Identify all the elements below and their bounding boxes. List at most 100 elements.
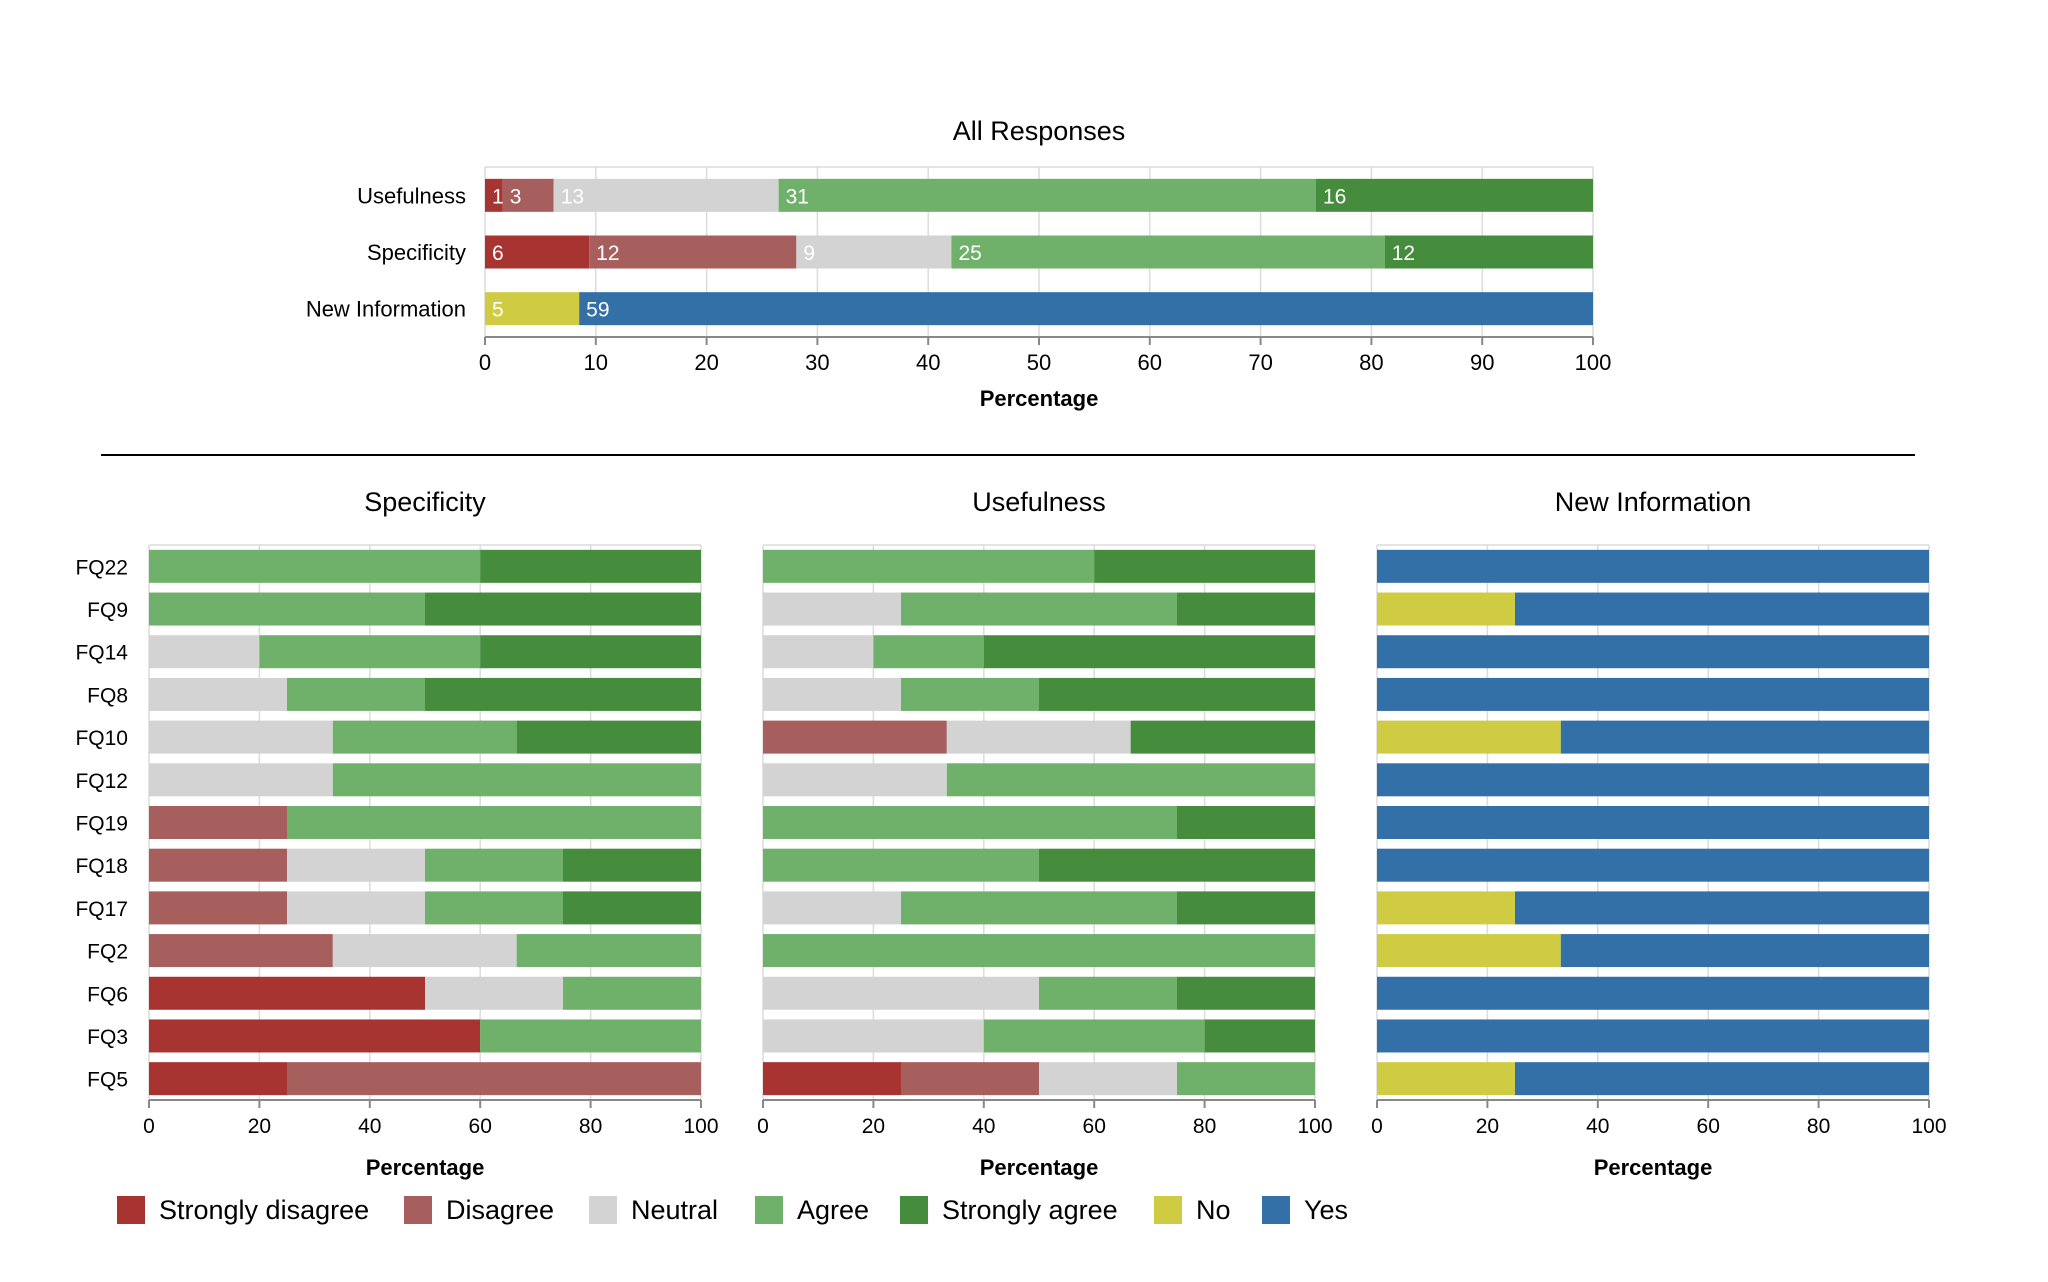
new-information-x-tick-label: 0 — [1371, 1115, 1383, 1138]
usefulness-bar-fq9-agree — [901, 592, 1177, 626]
specificity-bar-fq17-agree — [425, 891, 563, 925]
all-responses-data-label: 9 — [803, 242, 815, 265]
specificity-bar-fq3-agree — [480, 1019, 701, 1053]
specificity-x-axis-label: Percentage — [366, 1155, 485, 1180]
specificity-x-tick-label: 20 — [248, 1115, 271, 1138]
specificity-title: Specificity — [364, 487, 486, 517]
legend-label-strongly-agree: Strongly agree — [942, 1195, 1118, 1225]
new-information-x-tick-label: 80 — [1807, 1115, 1830, 1138]
specificity-bar-fq18-strongly-agree — [563, 848, 701, 882]
all-responses-category-label: Specificity — [367, 240, 466, 265]
usefulness-bar-fq8-neutral — [763, 677, 901, 711]
all-responses-x-axis-label: Percentage — [980, 386, 1099, 411]
specificity-category-label: FQ18 — [75, 855, 128, 878]
new-information-bar-fq12-yes — [1377, 763, 1929, 797]
new-information-bar-fq17-no — [1377, 891, 1515, 925]
new-information-x-tick-label: 40 — [1586, 1115, 1609, 1138]
specificity-category-label: FQ19 — [75, 813, 128, 836]
specificity-bar-fq19-agree — [287, 806, 701, 839]
specificity-x-tick-label: 80 — [579, 1115, 602, 1138]
usefulness-chart: Usefulness 0 20 40 60 80 100 Percentage — [757, 487, 1332, 1180]
specificity-bar-fq10-neutral — [149, 720, 333, 754]
usefulness-bar-fq3-neutral — [763, 1019, 984, 1053]
all-responses-bar-usefulness-agree — [778, 178, 1316, 212]
all-responses-bar-usefulness-strongly-disagree — [485, 178, 503, 212]
usefulness-bar-fq18-strongly-agree — [1039, 848, 1315, 882]
specificity-category-label: FQ5 — [87, 1069, 128, 1092]
legend-swatch-yes — [1262, 1196, 1290, 1224]
all-responses-chart: All Responses Usefulness 1 3 13 31 16 Specifici… — [306, 116, 1612, 411]
specificity-x-tick-label: 60 — [469, 1115, 492, 1138]
usefulness-bar-fq14-neutral — [763, 635, 874, 669]
usefulness-bar-fq5-neutral — [1039, 1062, 1177, 1096]
new-information-bar-fq5-no — [1377, 1062, 1515, 1096]
new-information-bar-fq18-yes — [1377, 848, 1929, 882]
all-responses-bar-specificity-disagree — [589, 235, 797, 269]
all-responses-bar-specificity-strongly-agree — [1384, 235, 1593, 269]
specificity-category-label: FQ14 — [75, 642, 128, 665]
new-information-chart: New Information 0 20 40 60 80 100 Percentage — [1371, 487, 1946, 1180]
usefulness-bar-fq19-agree — [763, 806, 1177, 839]
specificity-bar-fq2-disagree — [149, 934, 333, 968]
specificity-bar-fq10-strongly-agree — [516, 720, 701, 754]
legend-swatch-agree — [755, 1196, 783, 1224]
usefulness-bar-fq12-neutral — [763, 763, 947, 797]
all-responses-data-label: 59 — [586, 299, 609, 322]
usefulness-bar-fq6-strongly-agree — [1177, 976, 1315, 1010]
usefulness-bar-fq8-strongly-agree — [1039, 677, 1315, 711]
all-responses-x-tick-label: 20 — [694, 350, 718, 375]
all-responses-data-label: 25 — [958, 242, 981, 265]
all-responses-data-label: 6 — [492, 242, 504, 265]
all-responses-x-tick-label: 40 — [916, 350, 940, 375]
all-responses-x-tick-label: 30 — [805, 350, 829, 375]
specificity-category-label: FQ12 — [75, 770, 128, 793]
legend: Strongly disagree Disagree Neutral Agree Str… — [117, 1195, 1348, 1225]
all-responses-category-label: Usefulness — [357, 183, 466, 208]
specificity-bar-fq12-agree — [332, 763, 701, 797]
usefulness-bar-fq9-strongly-agree — [1177, 592, 1315, 626]
specificity-bar-fq8-agree — [287, 677, 425, 711]
specificity-bar-fq5-disagree — [287, 1062, 701, 1096]
usefulness-bar-fq14-agree — [873, 635, 984, 669]
legend-swatch-strongly-agree — [900, 1196, 928, 1224]
specificity-x-tick-label: 100 — [683, 1115, 718, 1138]
new-information-bar-fq3-yes — [1377, 1019, 1929, 1053]
usefulness-bar-fq10-disagree — [763, 720, 947, 754]
new-information-bar-fq10-no — [1377, 720, 1561, 754]
legend-label-disagree: Disagree — [446, 1195, 554, 1225]
usefulness-bar-fq8-agree — [901, 677, 1039, 711]
usefulness-bar-fq12-agree — [946, 763, 1315, 797]
all-responses-bar-specificity-agree — [951, 235, 1385, 269]
all-responses-x-tick-label: 100 — [1575, 350, 1612, 375]
all-responses-title: All Responses — [953, 116, 1126, 146]
new-information-bar-fq9-no — [1377, 592, 1515, 626]
new-information-x-axis-label: Percentage — [1594, 1155, 1713, 1180]
all-responses-x-tick-label: 70 — [1248, 350, 1272, 375]
specificity-bar-fq17-strongly-agree — [563, 891, 701, 925]
specificity-category-label: FQ6 — [87, 983, 128, 1006]
usefulness-bar-fq10-neutral — [946, 720, 1131, 754]
specificity-bar-fq9-agree — [149, 592, 425, 626]
specificity-bar-fq3-strongly-disagree — [149, 1019, 481, 1053]
usefulness-bar-fq17-neutral — [763, 891, 901, 925]
new-information-bar-fq9-yes — [1515, 592, 1929, 626]
usefulness-bar-fq2-agree — [763, 934, 1315, 968]
new-information-bar-fq2-no — [1377, 934, 1561, 968]
specificity-bar-fq17-neutral — [287, 891, 425, 925]
specificity-category-label: FQ17 — [75, 898, 128, 921]
specificity-bar-fq18-agree — [425, 848, 563, 882]
specificity-bar-fq18-disagree — [149, 848, 287, 882]
legend-label-agree: Agree — [797, 1195, 869, 1225]
new-information-bar-fq17-yes — [1515, 891, 1929, 925]
usefulness-x-tick-label: 20 — [862, 1115, 885, 1138]
usefulness-bar-fq5-agree — [1177, 1062, 1315, 1096]
new-information-bar-fq8-yes — [1377, 677, 1929, 711]
all-responses-x-tick-label: 90 — [1470, 350, 1494, 375]
legend-label-strongly-disagree: Strongly disagree — [159, 1195, 369, 1225]
usefulness-bar-fq6-neutral — [763, 976, 1039, 1010]
legend-swatch-strongly-disagree — [117, 1196, 145, 1224]
all-responses-bar-new-information-no — [485, 292, 580, 326]
usefulness-bar-fq6-agree — [1039, 976, 1177, 1010]
legend-swatch-neutral — [589, 1196, 617, 1224]
all-responses-bar-usefulness-disagree — [502, 178, 554, 212]
